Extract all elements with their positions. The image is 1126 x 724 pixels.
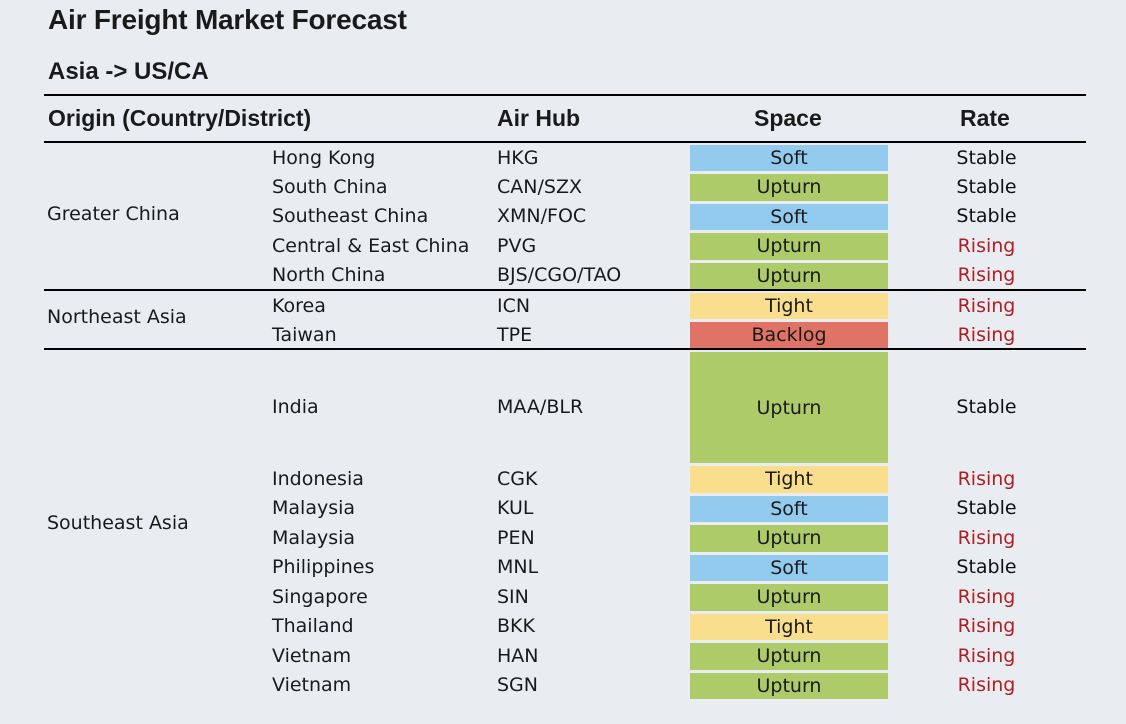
space-cell: Tight <box>690 293 888 319</box>
rate-cell: Stable <box>956 146 1017 169</box>
air-hub-cell: PEN <box>497 526 535 549</box>
table-row: Vietnam SGN Upturn Rising <box>0 671 1126 701</box>
space-cell: Upturn <box>690 233 888 260</box>
group-name: Greater China <box>47 203 180 225</box>
table-row: Malaysia KUL Soft Stable <box>0 494 1126 524</box>
space-cell: Soft <box>690 495 888 522</box>
page-title: Air Freight Market Forecast <box>48 4 407 35</box>
rate-cell: Stable <box>956 396 1017 418</box>
air-hub-cell: MAA/BLR <box>497 396 584 418</box>
table-row: Philippines MNL Soft Stable <box>0 553 1126 583</box>
table-row: Korea ICN Tight Rising <box>0 291 1126 320</box>
air-hub-cell: SGN <box>497 674 538 697</box>
space-cell: Upturn <box>690 643 888 670</box>
rate-cell: Rising <box>957 585 1016 608</box>
header-air-hub: Air Hub <box>497 105 581 131</box>
air-hub-cell: HAN <box>497 644 539 667</box>
origin-cell: Korea <box>272 294 326 317</box>
table-row: Hong Kong HKG Soft Stable <box>0 143 1126 172</box>
space-cell: Upturn <box>690 262 888 289</box>
air-hub-cell: BKK <box>497 615 535 638</box>
rate-cell: Rising <box>957 674 1016 697</box>
table-row: Central & East China PVG Upturn Rising <box>0 231 1126 261</box>
origin-cell: North China <box>272 264 386 287</box>
origin-cell: Singapore <box>272 585 368 608</box>
air-hub-cell: ICN <box>497 294 531 317</box>
origin-cell: Vietnam <box>272 644 352 667</box>
table-row: India MAA/BLR Upturn Stable <box>0 350 1126 464</box>
origin-cell: Taiwan <box>272 323 337 346</box>
air-hub-cell: CGK <box>497 467 538 490</box>
table-row: Southeast China XMN/FOC Soft Stable <box>0 202 1126 232</box>
origin-cell: Vietnam <box>272 674 352 697</box>
space-cell: Backlog <box>690 322 888 349</box>
header-bottom-rule <box>44 141 1086 143</box>
origin-cell: Malaysia <box>272 497 356 520</box>
air-hub-cell: XMN/FOC <box>497 205 587 228</box>
group-name: Northeast Asia <box>47 306 187 328</box>
space-cell: Tight <box>690 466 888 493</box>
air-hub-cell: MNL <box>497 556 539 579</box>
rate-cell: Stable <box>956 497 1017 520</box>
rate-cell: Rising <box>957 264 1016 287</box>
table-row: Taiwan TPE Backlog Rising <box>0 320 1126 350</box>
origin-cell: Malaysia <box>272 526 356 549</box>
table-row: Singapore SIN Upturn Rising <box>0 582 1126 612</box>
air-hub-cell: HKG <box>497 146 539 169</box>
table-row: Vietnam HAN Upturn Rising <box>0 641 1126 671</box>
header-origin: Origin (Country/District) <box>48 105 312 131</box>
air-hub-cell: KUL <box>497 497 534 520</box>
rate-cell: Rising <box>957 467 1016 490</box>
origin-cell: Indonesia <box>272 467 364 490</box>
space-cell: Upturn <box>690 525 888 552</box>
rate-cell: Stable <box>956 556 1017 579</box>
table-row: Indonesia CGK Tight Rising <box>0 464 1126 494</box>
group-divider <box>44 289 1086 291</box>
rate-cell: Rising <box>957 615 1016 638</box>
rate-cell: Rising <box>957 644 1016 667</box>
space-cell: Upturn <box>690 584 888 611</box>
table-row: Malaysia PEN Upturn Rising <box>0 523 1126 553</box>
rate-cell: Stable <box>956 205 1017 228</box>
space-cell: Upturn <box>690 174 888 201</box>
air-hub-cell: BJS/CGO/TAO <box>497 264 622 287</box>
rate-cell: Stable <box>956 175 1017 198</box>
space-cell: Soft <box>690 554 888 581</box>
origin-cell: Hong Kong <box>272 146 376 169</box>
table-top-rule <box>44 94 1086 96</box>
space-cell: Soft <box>690 203 888 230</box>
air-hub-cell: PVG <box>497 234 537 257</box>
origin-cell: Thailand <box>272 615 354 638</box>
rate-cell: Rising <box>957 294 1016 317</box>
origin-cell: Southeast China <box>272 205 429 228</box>
origin-cell: India <box>272 396 319 418</box>
space-cell: Tight <box>690 613 888 640</box>
table-row: South China CAN/SZX Upturn Stable <box>0 172 1126 202</box>
origin-cell: South China <box>272 175 388 198</box>
space-cell: Upturn <box>690 352 888 463</box>
rate-cell: Rising <box>957 323 1016 346</box>
rate-cell: Rising <box>957 234 1016 257</box>
air-hub-cell: SIN <box>497 585 529 608</box>
header-rate: Rate <box>960 105 1010 131</box>
space-cell: Soft <box>690 145 888 171</box>
origin-cell: Central & East China <box>272 234 470 257</box>
route-title: Asia -> US/CA <box>48 58 209 85</box>
origin-cell: Philippines <box>272 556 375 579</box>
rate-cell: Rising <box>957 526 1016 549</box>
group-name: Southeast Asia <box>47 512 189 534</box>
group-divider <box>44 348 1086 350</box>
header-space: Space <box>754 105 822 131</box>
air-hub-cell: TPE <box>497 323 533 346</box>
space-cell: Upturn <box>690 672 888 699</box>
table-row: Thailand BKK Tight Rising <box>0 612 1126 642</box>
table-row: North China BJS/CGO/TAO Upturn Rising <box>0 261 1126 291</box>
air-hub-cell: CAN/SZX <box>497 175 582 198</box>
